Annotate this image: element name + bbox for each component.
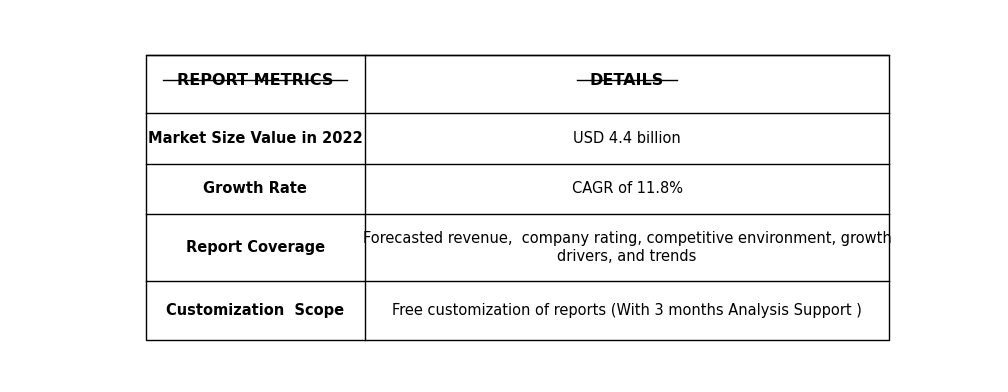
Text: Forecasted revenue,  company rating, competitive environment, growth
drivers, an: Forecasted revenue, company rating, comp… — [363, 231, 891, 264]
Text: REPORT METRICS: REPORT METRICS — [177, 73, 334, 88]
Text: Market Size Value in 2022: Market Size Value in 2022 — [148, 131, 363, 146]
Text: Customization  Scope: Customization Scope — [166, 303, 345, 318]
Text: CAGR of 11.8%: CAGR of 11.8% — [572, 181, 682, 196]
Text: DETAILS: DETAILS — [590, 73, 664, 88]
Text: USD 4.4 billion: USD 4.4 billion — [574, 131, 681, 146]
Text: Growth Rate: Growth Rate — [204, 181, 307, 196]
Text: Report Coverage: Report Coverage — [185, 240, 325, 255]
Text: Free customization of reports (With 3 months Analysis Support ): Free customization of reports (With 3 mo… — [392, 303, 862, 318]
